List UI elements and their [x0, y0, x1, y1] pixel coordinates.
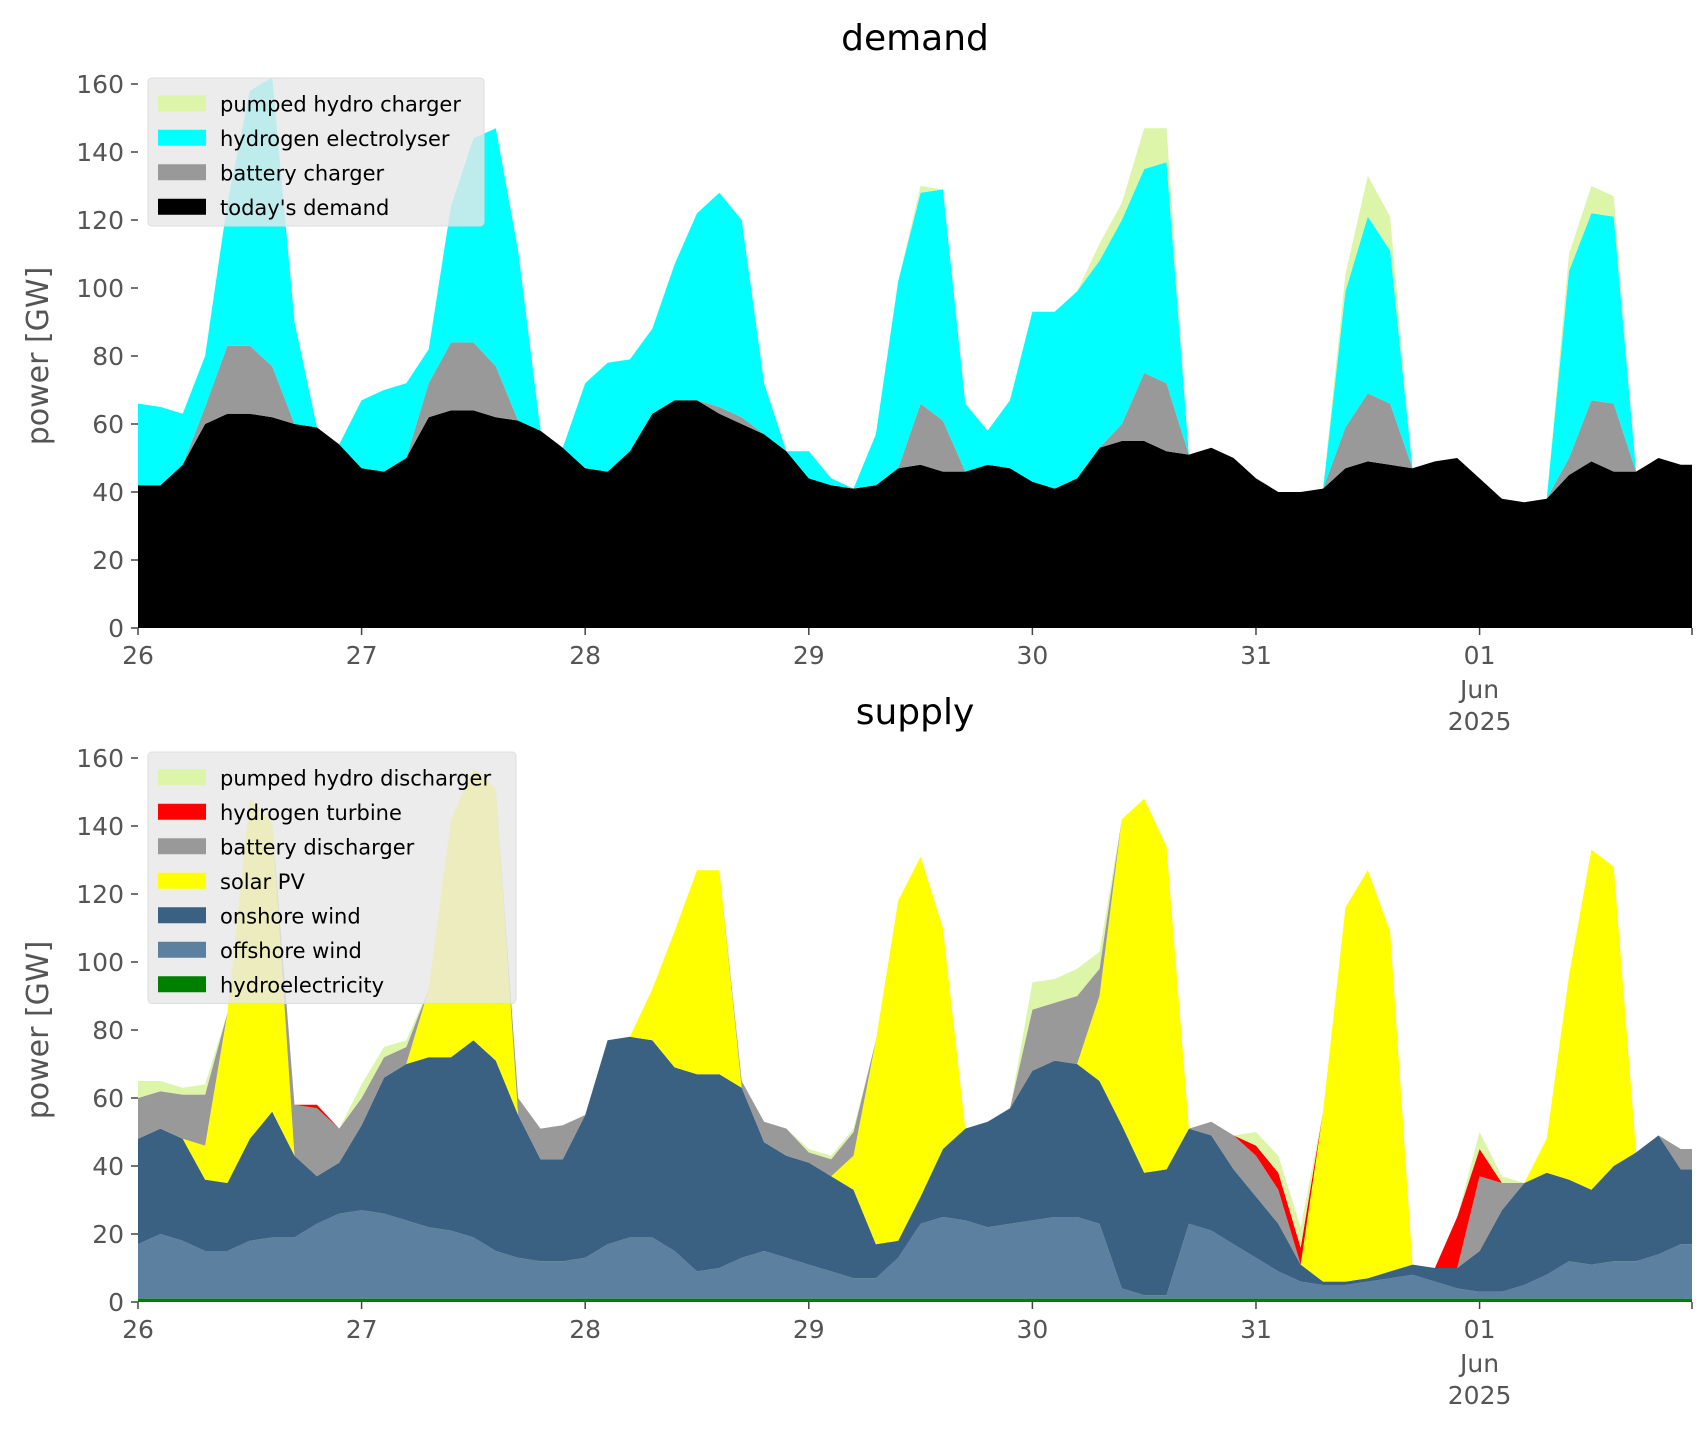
x-tick-sublabel: Jun: [1458, 1349, 1499, 1378]
x-tick-label: 29: [793, 641, 825, 670]
y-tick-label: 140: [76, 812, 124, 841]
y-tick-label: 100: [76, 948, 124, 977]
legend-label: hydrogen electrolyser: [220, 127, 450, 151]
legend-swatch: [158, 907, 206, 924]
y-axis-label: power [GW]: [21, 941, 56, 1120]
area-battery-charger: [138, 342, 1692, 503]
legend-swatch: [158, 838, 206, 855]
legend-label: battery charger: [220, 161, 385, 185]
x-tick-sublabel: Jun: [1458, 675, 1499, 704]
legend-swatch: [158, 941, 206, 958]
area-hydroelectricity: [138, 1298, 1692, 1302]
y-tick-label: 60: [92, 410, 124, 439]
y-tick-label: 80: [92, 342, 124, 371]
legend-swatch: [158, 803, 206, 820]
legend-label: today's demand: [220, 196, 389, 220]
y-tick-label: 80: [92, 1016, 124, 1045]
x-tick-label: 01: [1464, 1315, 1496, 1344]
y-axis-label: power [GW]: [21, 267, 56, 446]
y-tick-label: 120: [76, 880, 124, 909]
y-tick-label: 20: [92, 1220, 124, 1249]
area-offshore-wind: [138, 1210, 1692, 1299]
y-tick-label: 60: [92, 1084, 124, 1113]
y-tick-label: 160: [76, 70, 124, 99]
x-tick-label: 01: [1464, 641, 1496, 670]
x-tick-label: 30: [1016, 641, 1048, 670]
area-onshore-wind: [138, 1036, 1692, 1296]
legend-label: solar PV: [220, 870, 305, 894]
x-tick-label: 28: [569, 1315, 601, 1344]
legend-label: hydrogen turbine: [220, 801, 402, 825]
chart-title: demand: [841, 18, 989, 59]
x-tick-label: 28: [569, 641, 601, 670]
y-tick-label: 0: [108, 1288, 124, 1317]
y-tick-label: 100: [76, 274, 124, 303]
y-tick-label: 40: [92, 478, 124, 507]
legend-label: onshore wind: [220, 904, 361, 928]
y-tick-label: 140: [76, 138, 124, 167]
x-tick-label: 26: [122, 1315, 154, 1344]
x-tick-label: 26: [122, 641, 154, 670]
area-solar-pv: [138, 768, 1692, 1282]
legend-swatch: [158, 976, 206, 993]
x-tick-label: 27: [346, 641, 378, 670]
legend-swatch: [158, 129, 206, 146]
legend-label: battery discharger: [220, 835, 415, 859]
area-hydrogen-electrolyser: [138, 77, 1692, 503]
legend: pumped hydro charger hydrogen electrolyse…: [147, 77, 485, 227]
x-tick-label: 27: [346, 1315, 378, 1344]
y-tick-label: 40: [92, 1152, 124, 1181]
legend-box: [147, 77, 485, 227]
legend-box: [147, 751, 517, 1004]
y-tick-label: 0: [108, 614, 124, 643]
panel-demand: demand power [GW] 0 20 40 60 80 100 120 140 160 26 2…: [21, 18, 1693, 736]
legend: pumped hydro discharger hydrogen turbine b…: [147, 751, 517, 1004]
x-tick-label: 31: [1240, 1315, 1272, 1344]
legend-label: pumped hydro charger: [220, 92, 461, 116]
legend-swatch: [158, 198, 206, 215]
x-tick-label: 31: [1240, 641, 1272, 670]
legend-swatch: [158, 872, 206, 889]
y-tick-label: 20: [92, 546, 124, 575]
legend-swatch: [158, 95, 206, 112]
y-tick-label: 120: [76, 206, 124, 235]
legend-swatch: [158, 769, 206, 786]
panel-supply: supply power [GW] 0 20 40 60 80 100 120 140 160 26 2…: [21, 692, 1693, 1410]
legend-label: offshore wind: [220, 939, 362, 963]
x-tick-label: 30: [1016, 1315, 1048, 1344]
x-tick-sublabel: 2025: [1448, 707, 1512, 736]
legend-swatch: [158, 164, 206, 181]
chart-title: supply: [856, 692, 975, 733]
x-tick-label: 29: [793, 1315, 825, 1344]
legend-label: hydroelectricity: [220, 973, 384, 997]
legend-label: pumped hydro discharger: [220, 766, 491, 790]
x-tick-sublabel: 2025: [1448, 1381, 1512, 1410]
y-tick-label: 160: [76, 744, 124, 773]
area-today-s-demand: [138, 400, 1692, 628]
